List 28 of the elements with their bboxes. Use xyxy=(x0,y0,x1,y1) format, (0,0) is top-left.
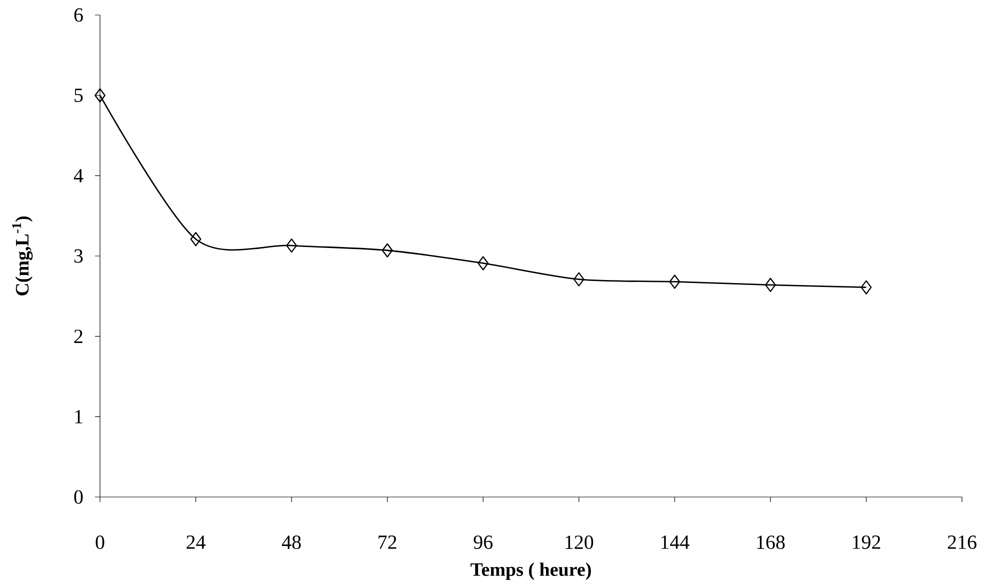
y-tick-label: 1 xyxy=(75,410,82,424)
point xyxy=(190,232,202,246)
point xyxy=(573,272,584,286)
y-tick-label: 4 xyxy=(74,169,84,182)
y-tick-label: 2 xyxy=(74,330,82,343)
y-tick-label: 3 xyxy=(74,249,83,263)
x-tick-label: 48 xyxy=(282,536,301,550)
y-tick-label: 5 xyxy=(74,88,83,102)
x-tick-label: 216 xyxy=(948,536,976,549)
y-tick-label: 6 xyxy=(74,8,83,22)
x-tick-label: 192 xyxy=(853,536,880,549)
x-axis-title: Temps ( heure) xyxy=(470,562,591,580)
point xyxy=(94,88,106,102)
x-tick-label: 24 xyxy=(186,536,206,549)
x-tick-label: 96 xyxy=(474,536,493,549)
point xyxy=(669,274,680,289)
x-tick-label: 168 xyxy=(757,536,785,550)
point xyxy=(764,278,776,292)
x-tick-label: 120 xyxy=(566,536,594,550)
y-tick-label: 0 xyxy=(74,490,83,504)
x-tick-label: 0 xyxy=(96,536,104,550)
point xyxy=(860,280,872,294)
point xyxy=(382,243,393,258)
y-axis-title: C(mg,L$^{-1}$) xyxy=(12,216,33,296)
x-tick-label: 144 xyxy=(661,536,690,549)
point xyxy=(478,256,489,270)
point xyxy=(286,238,298,253)
x-tick-label: 72 xyxy=(378,536,396,549)
